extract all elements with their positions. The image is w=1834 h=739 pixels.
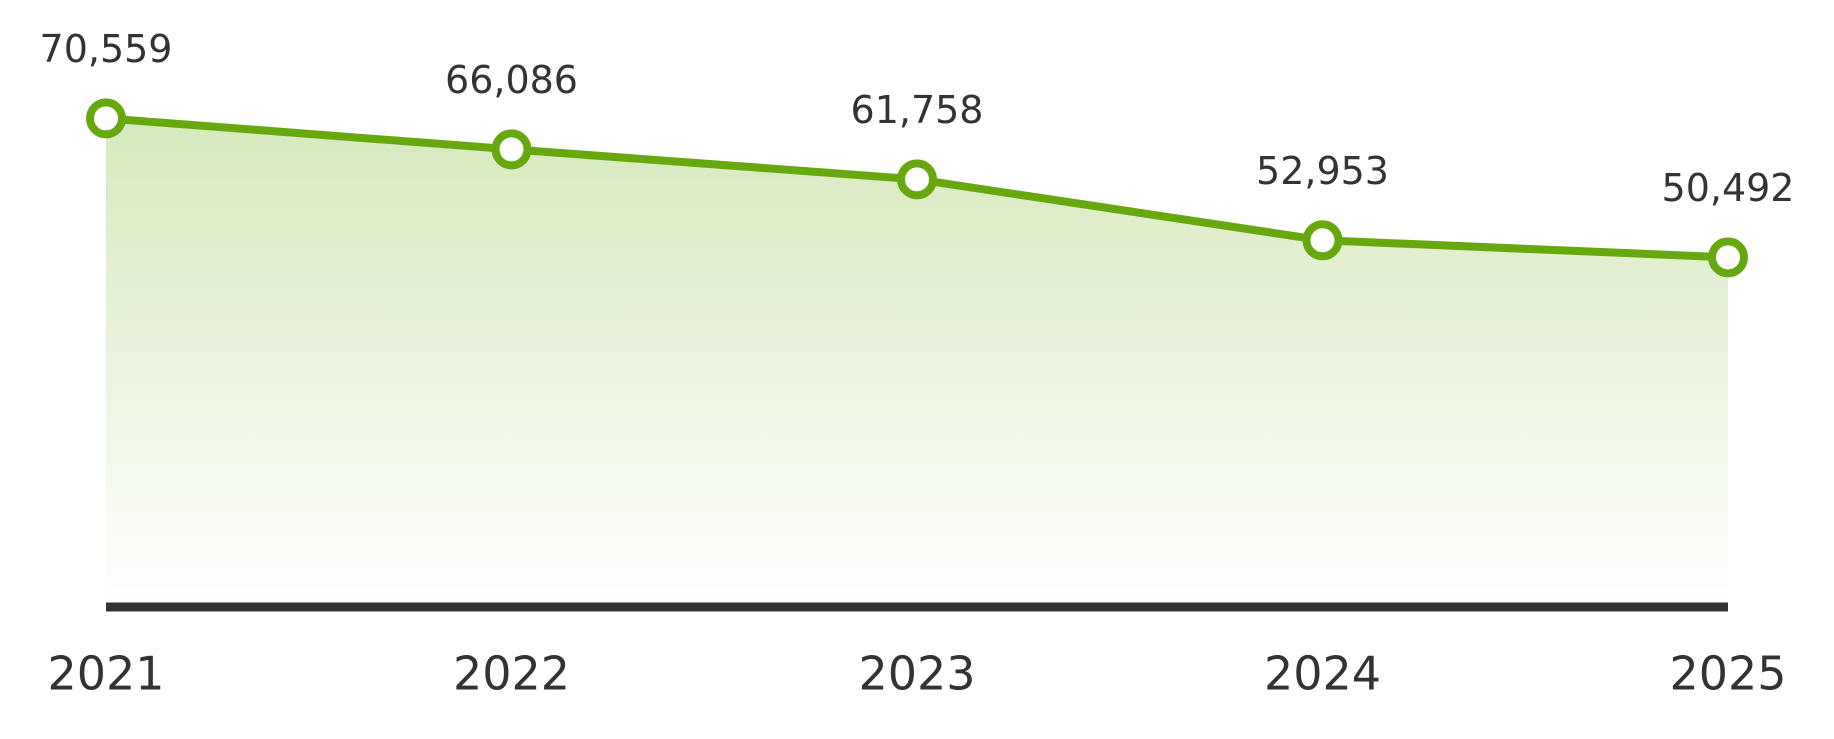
point <box>86 98 126 139</box>
value-label: 50,492 <box>1662 166 1795 210</box>
value-label: 52,953 <box>1256 149 1389 193</box>
value-label: 70,559 <box>40 27 173 71</box>
value-label: 61,758 <box>851 88 984 132</box>
x-tick-label: 2025 <box>1669 647 1786 701</box>
x-tick-label: 2021 <box>47 647 164 701</box>
point <box>1708 237 1748 278</box>
x-tick-label: 2023 <box>858 647 975 701</box>
value-label: 66,086 <box>445 58 578 102</box>
x-tick-label: 2022 <box>453 647 570 701</box>
x-tick-label: 2024 <box>1264 647 1381 701</box>
point <box>897 159 937 200</box>
point <box>491 129 532 170</box>
point <box>1302 220 1343 261</box>
